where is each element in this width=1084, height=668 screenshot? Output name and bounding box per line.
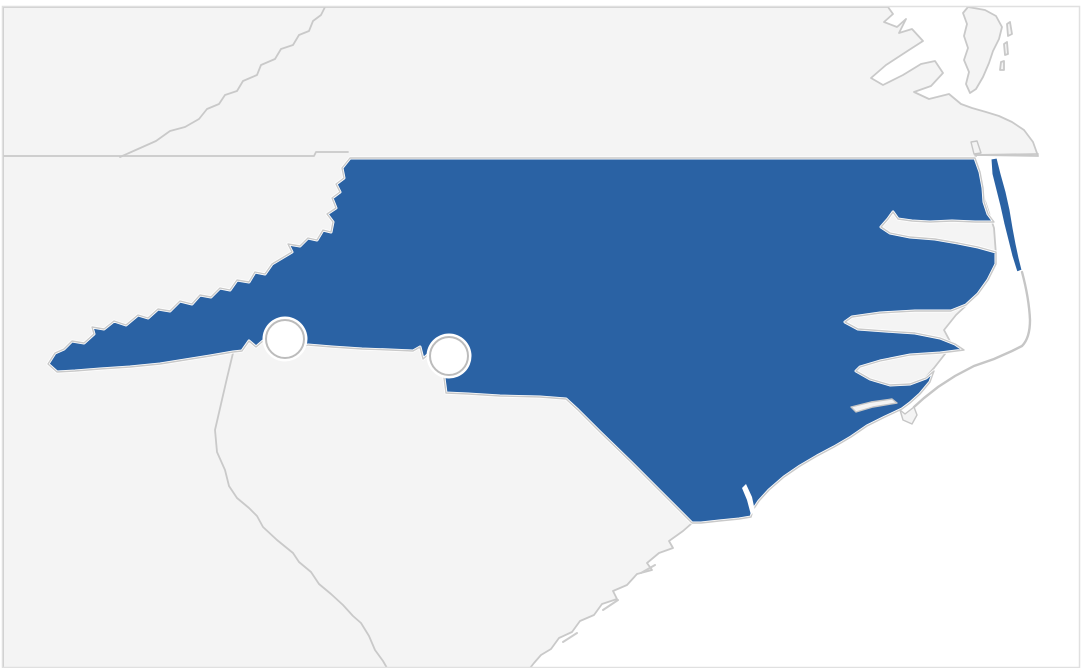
border-georgia-southcarolina [214, 352, 388, 668]
cape-fear-river [742, 484, 755, 515]
marker-west[interactable] [265, 319, 305, 359]
outer-banks-virginia-segment [970, 140, 982, 155]
state-north-carolina-outline [47, 157, 997, 524]
outer-banks-north[interactable] [990, 157, 1023, 273]
bogue-banks [850, 398, 898, 413]
border-tennessee-virginia [2, 151, 349, 157]
marker-east[interactable] [429, 336, 469, 376]
delmarva-islands [999, 21, 1013, 71]
sc-coast-islands [562, 564, 656, 643]
outer-banks-hatteras [912, 270, 1032, 409]
border-kentucky-virginia [119, 6, 326, 158]
border-virginia-northcarolina-east [974, 153, 1039, 156]
cape-lookout [899, 406, 918, 425]
delmarva-peninsula[interactable] [962, 6, 1003, 94]
